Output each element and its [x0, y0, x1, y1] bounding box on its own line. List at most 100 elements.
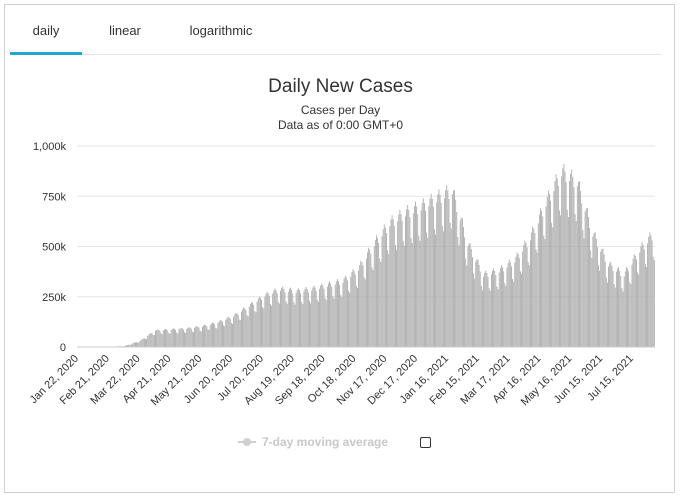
- bar: [131, 343, 133, 347]
- bar: [278, 303, 280, 347]
- bar: [179, 328, 181, 347]
- bar: [255, 312, 257, 347]
- bar: [463, 226, 464, 347]
- bar: [632, 258, 634, 347]
- bar: [622, 291, 624, 347]
- bar: [458, 245, 460, 347]
- bar: [641, 242, 643, 347]
- bar: [207, 329, 209, 347]
- bar: [612, 271, 614, 347]
- bar: [335, 281, 337, 347]
- bar: [607, 282, 608, 347]
- bar: [574, 213, 576, 347]
- bar: [403, 245, 405, 347]
- bar: [219, 320, 221, 347]
- bar: [237, 314, 239, 347]
- bar: [132, 343, 134, 347]
- bar: [578, 181, 579, 347]
- bar: [499, 268, 501, 347]
- bar: [276, 293, 278, 347]
- bar: [290, 287, 291, 347]
- bar: [270, 304, 271, 347]
- bar: [399, 209, 401, 347]
- bar: [372, 269, 374, 347]
- bar: [156, 330, 158, 347]
- bar: [566, 209, 568, 347]
- bar: [631, 264, 633, 347]
- bar: [222, 321, 223, 347]
- bar: [224, 326, 226, 347]
- bar: [535, 249, 537, 347]
- bar: [605, 277, 607, 347]
- bar: [318, 301, 319, 347]
- bar: [171, 328, 173, 347]
- bar: [595, 238, 597, 347]
- bar: [647, 243, 649, 347]
- bar: [254, 311, 256, 347]
- bar: [196, 326, 198, 347]
- bar: [227, 316, 229, 347]
- bar: [267, 293, 269, 347]
- bar: [468, 243, 470, 347]
- bar: [483, 276, 484, 347]
- bar: [233, 316, 235, 347]
- bar: [333, 298, 335, 347]
- bar: [447, 190, 449, 347]
- bar: [183, 329, 184, 347]
- bar: [384, 227, 386, 347]
- bar: [214, 324, 216, 347]
- bar: [410, 238, 412, 347]
- bar: [376, 235, 377, 347]
- bar: [293, 302, 295, 347]
- bar: [586, 208, 588, 347]
- bar: [129, 344, 131, 347]
- legend-moving-average[interactable]: 7-day moving average: [238, 434, 388, 450]
- bar: [466, 265, 468, 347]
- bar: [596, 247, 598, 347]
- y-tick-label: 250k: [42, 292, 66, 304]
- bar: [391, 215, 393, 347]
- bar: [561, 176, 563, 347]
- bar: [364, 279, 366, 347]
- bar: [569, 181, 570, 347]
- bar: [181, 328, 183, 347]
- bar: [420, 210, 422, 347]
- bar: [422, 198, 424, 347]
- tab-logarithmic[interactable]: logarithmic: [189, 23, 253, 38]
- bar: [124, 345, 126, 347]
- bar: [477, 259, 479, 347]
- bar: [316, 299, 318, 347]
- bar: [247, 316, 249, 347]
- bar: [326, 286, 328, 347]
- tab-linear[interactable]: linear: [109, 23, 141, 38]
- bar: [367, 252, 368, 347]
- bar: [313, 285, 315, 347]
- bar: [619, 270, 621, 347]
- bar: [552, 227, 554, 347]
- bar: [571, 169, 573, 347]
- moving-average-checkbox[interactable]: [420, 437, 431, 448]
- chart-title: Daily New Cases: [268, 76, 413, 97]
- bar: [608, 266, 609, 347]
- bar: [259, 297, 261, 347]
- bar: [396, 249, 397, 347]
- bar: [184, 332, 185, 347]
- bar: [389, 226, 391, 347]
- bar: [145, 339, 146, 347]
- bar: [547, 190, 549, 347]
- bar: [244, 308, 246, 347]
- bar: [140, 339, 142, 347]
- bar: [126, 345, 127, 347]
- bar: [484, 272, 486, 347]
- bar: [540, 208, 541, 347]
- bar: [593, 233, 595, 347]
- bar: [161, 334, 163, 347]
- bar: [436, 202, 438, 347]
- tab-daily[interactable]: daily: [10, 20, 82, 55]
- bar: [374, 239, 376, 347]
- bar: [435, 234, 436, 347]
- bar: [445, 190, 447, 347]
- bar: [271, 305, 272, 347]
- bar: [387, 250, 389, 347]
